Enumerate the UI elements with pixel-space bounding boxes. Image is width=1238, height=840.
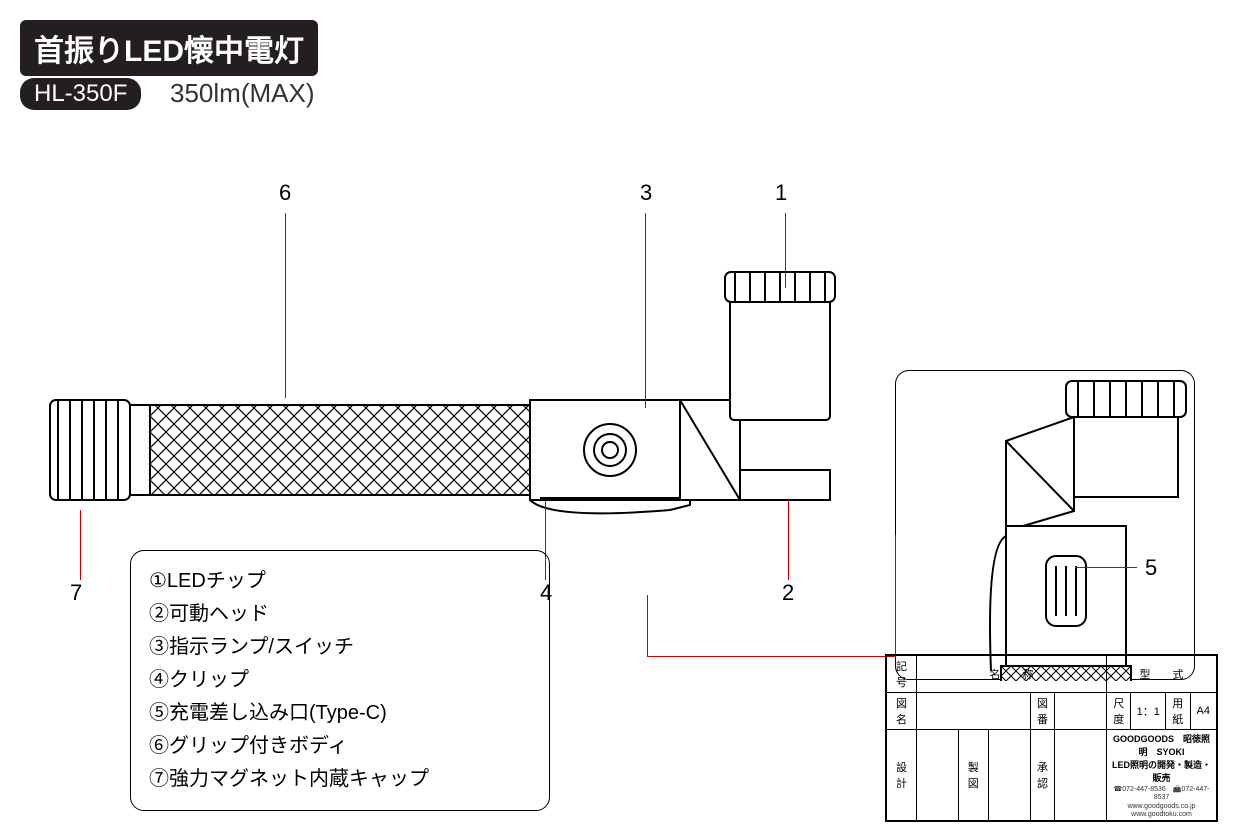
- detail-inset: [895, 370, 1195, 680]
- tb-shonin-label: 承認: [1030, 730, 1055, 821]
- tb-meisho-label: 名 称: [917, 656, 1107, 693]
- tb-paper-value: A4: [1190, 693, 1217, 730]
- tb-zumei-label: 図名: [887, 693, 917, 730]
- legend-item: ⑥グリップ付きボディ: [149, 730, 531, 763]
- legend-item: ③指示ランプ/スイッチ: [149, 631, 531, 664]
- tb-shonin-value: [1055, 730, 1107, 821]
- leader-line: [645, 213, 646, 408]
- callout-7: 7: [70, 580, 82, 606]
- tb-logos-web: www.goodgoods.co.jp www.goodtoku.com: [1111, 801, 1212, 818]
- leader-line: [1075, 567, 1137, 568]
- tb-seizu-value: [988, 730, 1030, 821]
- product-title-badge: 首振りLED懐中電灯: [20, 20, 318, 76]
- tb-sekkei-value: [917, 730, 959, 821]
- legend-item: ①LEDチップ: [149, 565, 531, 598]
- callout-6: 6: [279, 180, 291, 206]
- tb-kigo-label: 記号: [887, 656, 917, 693]
- callout-2: 2: [782, 580, 794, 606]
- legend-item: ⑦強力マグネット内蔵キャップ: [149, 763, 531, 796]
- lumen-spec: 350lm(MAX): [170, 78, 314, 109]
- tb-zuban-label: 図番: [1030, 693, 1055, 730]
- leader-line: [647, 595, 648, 657]
- tb-logos-brands: GOODGOODS 昭徳照明 SYOKI: [1111, 732, 1212, 758]
- tb-logos: GOODGOODS 昭徳照明 SYOKI LED照明の開発・製造・販売 ☎072…: [1107, 730, 1217, 821]
- tb-paper-label: 用紙: [1166, 693, 1190, 730]
- callout-1: 1: [775, 180, 787, 206]
- leader-line: [895, 535, 896, 657]
- tb-zumei-value: [917, 693, 1031, 730]
- legend-item: ⑤充電差し込み口(Type-C): [149, 697, 531, 730]
- parts-legend: ①LEDチップ ②可動ヘッド ③指示ランプ/スイッチ ④クリップ ⑤充電差し込み…: [130, 550, 550, 811]
- tb-zuban-value: [1055, 693, 1107, 730]
- leader-line: [647, 656, 895, 657]
- tb-katashiki-label: 型 式: [1107, 656, 1217, 693]
- legend-item: ②可動ヘッド: [149, 598, 531, 631]
- model-badge: HL-350F: [20, 78, 141, 110]
- tb-logos-tel: ☎072-447-8536 📠072-447-8537: [1111, 784, 1212, 801]
- detail-drawing: [896, 371, 1196, 681]
- tb-sekkei-label: 設計: [887, 730, 917, 821]
- leader-line: [80, 510, 81, 580]
- tb-scale-value: 1：1: [1131, 693, 1166, 730]
- leader-line: [785, 213, 786, 288]
- page-root: 首振りLED懐中電灯 HL-350F 350lm(MAX): [0, 0, 1238, 840]
- legend-item: ④クリップ: [149, 664, 531, 697]
- tb-seizu-label: 製図: [958, 730, 988, 821]
- leader-line: [285, 213, 286, 398]
- title-block: 記号 名 称 型 式 図名 図番 尺度 1：1 用紙 A4 設計 製図 承認: [885, 654, 1218, 822]
- tb-scale-label: 尺度: [1107, 693, 1131, 730]
- leader-line: [788, 500, 789, 580]
- tb-logos-tagline: LED照明の開発・製造・販売: [1111, 758, 1212, 784]
- callout-5: 5: [1145, 555, 1157, 581]
- callout-3: 3: [640, 180, 652, 206]
